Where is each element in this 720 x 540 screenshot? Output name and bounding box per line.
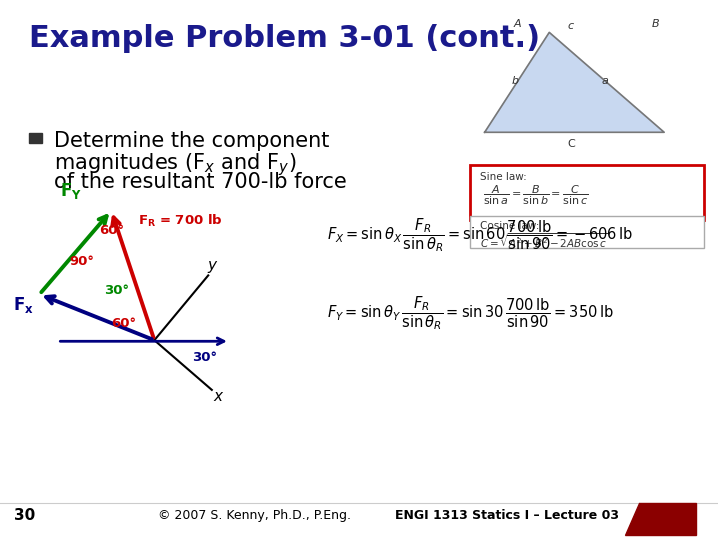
Text: Determine the component: Determine the component (54, 131, 329, 151)
Text: of the resultant 700-lb force: of the resultant 700-lb force (54, 172, 346, 192)
Text: $F_X = \sin\theta_X\,\dfrac{F_R}{\sin\theta_R} = \sin 60\,\dfrac{700\,\mathrm{lb: $F_X = \sin\theta_X\,\dfrac{F_R}{\sin\th… (327, 216, 633, 254)
Text: 30°: 30° (192, 350, 217, 364)
Text: $F_Y = \sin\theta_Y\,\dfrac{F_R}{\sin\theta_R} = \sin 30\,\dfrac{700\,\mathrm{lb: $F_Y = \sin\theta_Y\,\dfrac{F_R}{\sin\th… (327, 294, 613, 332)
Bar (29, 133, 42, 143)
Text: $\mathbf{F_Y}$: $\mathbf{F_Y}$ (60, 181, 81, 201)
Text: B: B (652, 19, 660, 29)
Text: $\dfrac{A}{\sin a} = \dfrac{B}{\sin b} = \dfrac{C}{\sin c}$: $\dfrac{A}{\sin a} = \dfrac{B}{\sin b} =… (482, 184, 588, 207)
Text: $\mathbf{F_x}$: $\mathbf{F_x}$ (13, 295, 34, 315)
Text: $x$: $x$ (213, 389, 225, 404)
Text: MEMORIAL
UNIVERSITY: MEMORIAL UNIVERSITY (637, 512, 684, 526)
Text: © 2007 S. Kenny, Ph.D., P.Eng.: © 2007 S. Kenny, Ph.D., P.Eng. (158, 509, 351, 522)
Polygon shape (485, 32, 664, 132)
Text: 60°: 60° (99, 224, 124, 237)
Text: 60°: 60° (112, 316, 136, 330)
Text: a: a (602, 76, 608, 86)
FancyBboxPatch shape (470, 165, 703, 220)
FancyBboxPatch shape (470, 216, 703, 248)
Text: ENGI 1313 Statics I – Lecture 03: ENGI 1313 Statics I – Lecture 03 (395, 509, 619, 522)
Text: 30: 30 (14, 508, 35, 523)
Text: b: b (511, 76, 518, 86)
Text: C: C (567, 139, 575, 149)
Polygon shape (625, 503, 696, 535)
Text: c: c (567, 21, 573, 31)
Text: 90°: 90° (70, 254, 94, 268)
Text: A: A (513, 19, 521, 29)
Text: Cosine law:: Cosine law: (480, 221, 539, 232)
Text: $y$: $y$ (207, 259, 218, 275)
Text: Example Problem 3-01 (cont.): Example Problem 3-01 (cont.) (29, 24, 540, 53)
Text: $C=\sqrt{A^2+B^2-2AB\cos c}$: $C=\sqrt{A^2+B^2-2AB\cos c}$ (480, 231, 608, 249)
Text: Sine law:: Sine law: (480, 172, 526, 182)
Text: magnitudes (F$_x$ and F$_y$): magnitudes (F$_x$ and F$_y$) (54, 151, 296, 178)
Text: 30°: 30° (104, 284, 129, 298)
Text: $\mathbf{F_R}$ = 700 lb: $\mathbf{F_R}$ = 700 lb (138, 213, 222, 230)
